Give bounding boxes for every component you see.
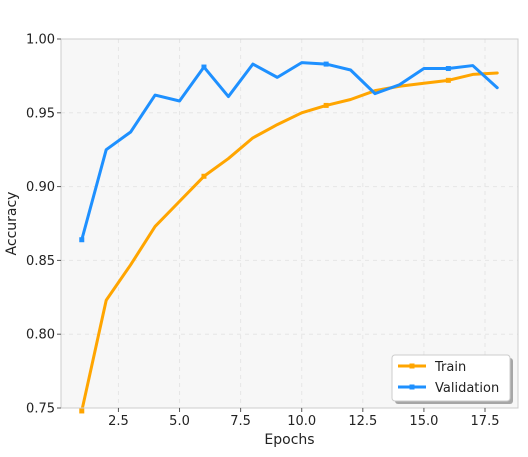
y-tick-label: 0.90	[26, 180, 55, 195]
gridlines	[61, 38, 518, 409]
data-point-train	[79, 408, 85, 414]
y-tick-label: 1.00	[26, 33, 55, 48]
data-point-train	[445, 77, 451, 83]
data-point-validation	[445, 66, 451, 72]
x-tick-label: 2.5	[108, 414, 129, 429]
y-tick-label: 0.75	[26, 402, 55, 417]
x-axis-label: Epochs	[264, 432, 314, 448]
data-point-train	[323, 102, 329, 108]
legend: Train Validation	[391, 354, 513, 404]
x-axis-ticks: 2.5 5.0 7.5 10.0 12.5 15.0 17.5	[108, 408, 499, 429]
x-tick-label: 12.5	[348, 414, 377, 429]
x-tick-label: 17.5	[471, 414, 500, 429]
series-line-validation	[80, 61, 499, 242]
data-point-validation	[201, 64, 207, 70]
x-tick-label: 5.0	[169, 414, 190, 429]
x-tick-label: 10.0	[287, 414, 316, 429]
y-tick-label: 0.95	[26, 106, 55, 121]
plot-frame	[60, 38, 519, 409]
data-point-validation	[79, 237, 85, 243]
x-tick-label: 15.0	[409, 414, 438, 429]
series-line-train	[80, 71, 499, 413]
series-lines	[79, 61, 499, 414]
y-tick-label: 0.80	[26, 328, 55, 343]
legend-marker-validation	[409, 384, 415, 390]
legend-label-train: Train	[434, 360, 466, 375]
data-point-validation	[323, 61, 329, 67]
legend-label-validation: Validation	[435, 381, 499, 396]
y-axis-label: Accuracy	[4, 192, 20, 256]
plot-area	[61, 39, 518, 408]
y-axis-ticks: 0.75 0.80 0.85 0.90 0.95 1.00	[26, 33, 61, 417]
data-point-train	[201, 173, 207, 179]
legend-marker-train	[409, 363, 415, 369]
y-tick-label: 0.85	[26, 254, 55, 269]
x-tick-label: 7.5	[230, 414, 251, 429]
